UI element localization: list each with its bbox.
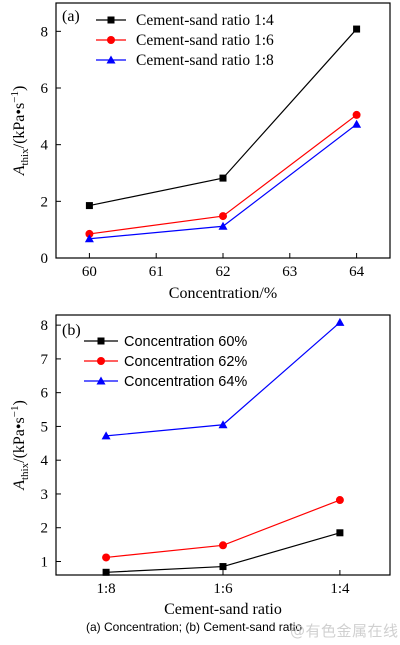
panel-a-x-tick-label: 64: [349, 264, 365, 280]
panel-a-data-point: [219, 174, 227, 182]
panel-b-y-tick-label: 1: [41, 554, 49, 570]
panel-b-y-tick-label: 8: [41, 318, 49, 334]
panel-a-data-point: [352, 110, 361, 119]
panel-a-legend-marker: [107, 36, 115, 44]
panel-a-y-tick-label: 0: [41, 251, 49, 267]
panel-b-y-tick-label: 6: [41, 386, 49, 402]
panel-a-data-point: [352, 119, 362, 128]
panel-b-x-tick-label: 1:8: [97, 581, 116, 597]
panel-b-legend-marker: [97, 357, 105, 365]
caption-text: (a) Concentration; (b) Cement-sand ratio: [86, 620, 303, 634]
panel-b-data-point: [102, 568, 110, 576]
panel-b-label: (b): [62, 322, 81, 339]
panel-b-legend-marker: [97, 337, 105, 345]
panel-a-y-tick-label: 6: [41, 81, 49, 97]
panel-a-data-point: [85, 229, 94, 238]
panel-a-data-point: [353, 25, 361, 33]
panel-b-y-tick-label: 7: [41, 352, 49, 368]
panel-b-legend-marker: [96, 376, 106, 385]
panel-a-data-point: [219, 212, 227, 221]
panel-b-x-axis-title: Cement-sand ratio: [164, 601, 282, 618]
watermark-text: @有色金属在线: [290, 622, 399, 640]
panel-b-x-tick-label: 1:6: [213, 581, 233, 597]
panel-a-y-axis-title: Athix/(kPa•s−1): [9, 86, 31, 177]
panel-a-data-point: [85, 202, 93, 210]
panel-a-x-axis-title: Concentration/%: [169, 285, 277, 302]
panel-a-x-tick-label: 60: [82, 264, 97, 280]
panel-a-legend-marker: [107, 16, 115, 24]
panel-a-x-tick-label: 62: [216, 264, 231, 280]
panel-b-x-tick-label: 1:4: [330, 581, 350, 597]
panel-b-data-point: [101, 431, 111, 440]
panel-a-data-point: [218, 221, 228, 230]
figure: 60 61 62 63 6402468Concentration/%Athix/(kPa…: [9, 2, 391, 618]
panel-a-label: (a): [62, 8, 80, 25]
panel-b-data-point: [219, 563, 227, 571]
panel-b-chart: 1:8 1:6 1:4 1 2 3 4 5 6 7 8 Cement-sand ratio Athix/…: [9, 314, 391, 618]
panel-b-data-point: [102, 553, 111, 562]
panel-b-y-tick-label: 4: [41, 453, 49, 469]
panel-a-y-tick-label: 8: [41, 24, 49, 40]
panel-a-legend-entry: Cement-sand ratio 1:6: [136, 32, 274, 49]
panel-b-legend-entry: Concentration 62%: [124, 354, 247, 370]
panel-a-data-point: [84, 234, 94, 243]
panel-a-legend-entry: Cement-sand ratio 1:4: [136, 12, 274, 29]
panel-b-legend-entry: Concentration 64%: [124, 374, 247, 390]
panel-b-y-tick-label: 2: [41, 521, 49, 537]
panel-b-y-axis-title: Athix/(kPa•s−1): [9, 400, 31, 491]
panel-a-legend-entry: Cement-sand ratio 1:8: [136, 52, 274, 69]
panel-a-y-tick-label: 4: [41, 138, 49, 154]
panel-b-data-point: [336, 529, 344, 537]
panel-a-y-tick-label: 2: [41, 194, 49, 210]
panel-a-x-tick-label: 63: [282, 264, 297, 280]
panel-b-legend-entry: Concentration 60%: [124, 334, 247, 350]
panel-b-data-point: [335, 317, 345, 326]
panel-b-data-point: [218, 420, 228, 429]
panel-b-data-point: [219, 541, 227, 550]
panel-a-x-tick-label: 61: [149, 264, 164, 280]
panel-a-legend-marker: [106, 55, 116, 64]
panel-b-y-tick-label: 5: [41, 419, 49, 435]
panel-b-data-point: [335, 496, 344, 505]
panel-b-y-tick-label: 3: [41, 487, 49, 503]
panel-a-chart: 60 61 62 63 64 0 2 4 6 8 Concentration/% Athix/(kPa…: [9, 2, 391, 302]
